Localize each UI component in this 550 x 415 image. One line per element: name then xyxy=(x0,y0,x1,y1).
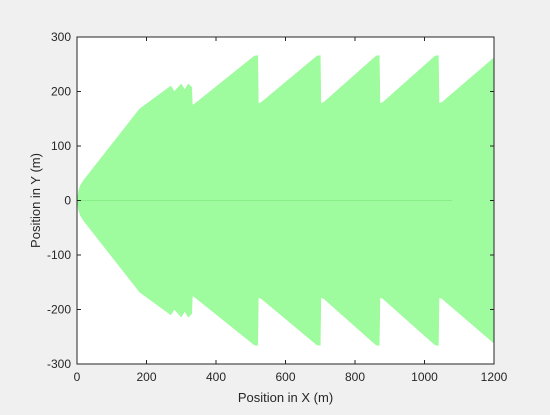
y-tick-label: 0 xyxy=(64,194,71,208)
x-axis-ticks: 0 200 400 600 800 1000 1200 xyxy=(74,37,508,384)
y-tick-label: 100 xyxy=(51,139,71,153)
x-tick-label: 1000 xyxy=(411,370,438,384)
x-tick-label: 800 xyxy=(345,370,365,384)
y-tick-label: -100 xyxy=(47,248,71,262)
y-tick-label: 300 xyxy=(51,30,71,44)
x-tick-label: 1200 xyxy=(481,370,508,384)
y-tick-label: -200 xyxy=(47,303,71,317)
x-tick-label: 200 xyxy=(136,370,156,384)
x-axis-label: Position in X (m) xyxy=(238,390,333,405)
y-tick-label: 200 xyxy=(51,85,71,99)
y-axis-ticks: -300 -200 -100 0 100 200 300 xyxy=(47,30,494,371)
x-tick-label: 0 xyxy=(74,370,81,384)
y-tick-label: -300 xyxy=(47,357,71,371)
x-tick-label: 600 xyxy=(275,370,295,384)
y-axis-label: Position in Y (m) xyxy=(28,153,43,248)
x-tick-label: 400 xyxy=(206,370,226,384)
